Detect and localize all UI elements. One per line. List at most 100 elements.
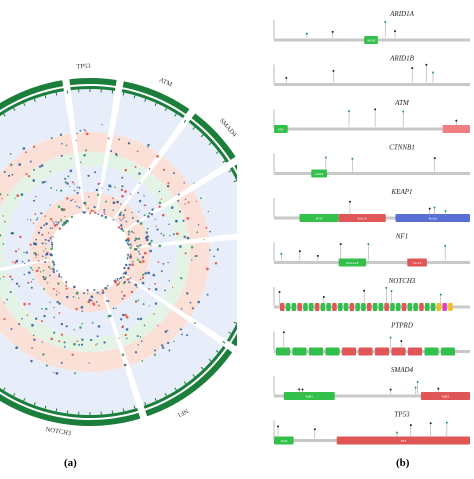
mutation-point [93, 289, 95, 291]
mutation-point [113, 219, 115, 221]
mutation-point [61, 143, 63, 145]
mutation-point [61, 362, 63, 364]
gene-label: TP53 [76, 63, 90, 70]
mutation-point [67, 220, 69, 222]
mutation-point [137, 220, 140, 223]
mutation-point [100, 294, 101, 295]
mutation-point [194, 255, 195, 256]
protein-domain [280, 303, 285, 311]
mutation-point [107, 285, 109, 287]
mutation-point [61, 323, 63, 325]
mutation-point [36, 269, 39, 272]
mutation-point [131, 291, 133, 293]
mutation-point [188, 202, 190, 204]
mutation-point [42, 255, 44, 257]
domain-label: MH1 [306, 395, 314, 399]
mutation-point [178, 194, 180, 196]
mutation-point [186, 292, 188, 294]
mutation-point [171, 206, 174, 209]
mutation-point [132, 217, 134, 219]
mutation-point [61, 155, 63, 157]
mutation-point [130, 254, 132, 256]
mutation-point [147, 228, 148, 229]
mutation-point [57, 282, 59, 284]
mutation-point [122, 298, 124, 300]
mutation-point [66, 197, 68, 199]
mutation-point [179, 245, 182, 248]
domain-label: MH2 [442, 395, 450, 399]
mutation-point [73, 296, 75, 298]
lollipop-head [349, 201, 351, 203]
mutation-point [43, 315, 45, 317]
protein-domain [379, 303, 384, 311]
lollipop-head [394, 30, 396, 32]
mutation-point [131, 231, 133, 233]
mutation-point [119, 282, 120, 283]
mutation-point [140, 279, 141, 280]
mutation-point [112, 198, 114, 200]
mutation-point [186, 334, 188, 336]
mutation-point [66, 288, 68, 290]
mutation-point [30, 160, 32, 162]
mutation-point [96, 189, 98, 191]
mutation-point [194, 322, 196, 324]
mutation-point [117, 279, 119, 281]
mutation-point [78, 297, 79, 298]
mutation-point [101, 187, 102, 188]
mutation-point [155, 302, 157, 304]
mutation-point [46, 253, 49, 256]
mutation-point [162, 263, 164, 265]
protein-domain [321, 303, 326, 311]
protein-backbone [274, 172, 470, 175]
mutation-point [51, 244, 53, 246]
mutation-point [31, 347, 33, 349]
mutation-point [43, 270, 44, 271]
mutation-point [10, 153, 12, 155]
mutation-point [149, 250, 152, 253]
mutation-point [84, 212, 86, 214]
mutation-point [31, 281, 33, 283]
lollipop-head [332, 31, 334, 33]
mutation-point [147, 272, 150, 275]
mutation-point [191, 246, 194, 249]
mutation-point [124, 271, 127, 274]
mutation-point [115, 308, 116, 309]
mutation-point [110, 150, 112, 152]
mutation-point [151, 208, 153, 210]
mutation-point [35, 196, 36, 197]
mutation-point [124, 314, 127, 317]
mutation-point [139, 253, 141, 255]
mutation-point [140, 262, 142, 264]
mutation-point [195, 255, 197, 257]
mutation-point [31, 287, 33, 289]
mutation-point [75, 308, 77, 310]
mutation-point [61, 209, 63, 211]
mutation-point [124, 190, 127, 193]
lollipop-head [432, 71, 434, 73]
mutation-point [180, 277, 182, 279]
mutation-point [90, 210, 92, 212]
mutation-point [60, 134, 62, 136]
protein-domain [431, 303, 436, 311]
mutation-point [140, 336, 142, 338]
mutation-point [16, 283, 18, 285]
mutation-point [90, 339, 92, 341]
mutation-point [37, 217, 39, 219]
mutation-point [168, 223, 170, 225]
protein-domain [309, 348, 323, 356]
mutation-point [70, 170, 73, 173]
mutation-point [150, 240, 152, 242]
protein-domain [392, 348, 406, 356]
lollipop-head [455, 120, 457, 122]
mutation-point [15, 346, 18, 349]
mutation-point [4, 302, 5, 303]
mutation-point [129, 255, 131, 257]
mutation-point [32, 279, 33, 280]
mutation-point [126, 258, 128, 260]
mutation-point [125, 169, 128, 172]
lollipop-ptprd: PTPRD [274, 322, 470, 356]
mutation-point [180, 328, 182, 330]
protein-domain [402, 303, 407, 311]
mutation-point [53, 222, 54, 223]
